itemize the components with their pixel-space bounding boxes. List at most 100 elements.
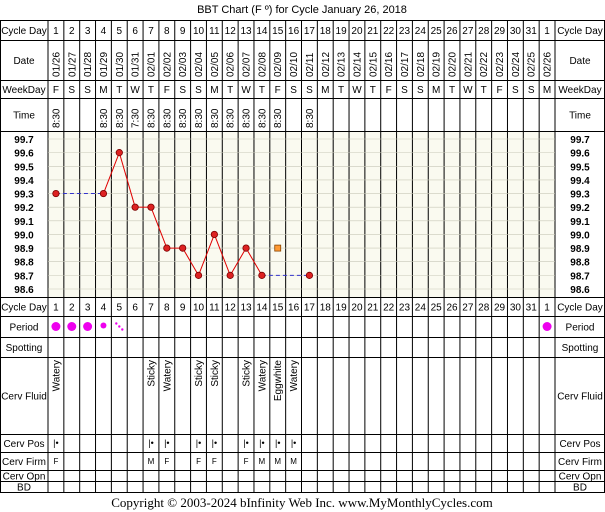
row-label-time: Time <box>13 111 35 122</box>
cycle-day-number: 10 <box>193 303 205 314</box>
cerv-firm-letter: F <box>164 457 169 466</box>
cycle-day-number: 8 <box>164 26 170 37</box>
time-label: 8:30 <box>305 108 316 128</box>
y-tick-label-left: 99.7 <box>14 135 34 146</box>
date-label: 02/11 <box>305 52 316 77</box>
time-label: 8:30 <box>194 108 205 128</box>
date-label: 01/29 <box>99 52 110 77</box>
temp-point <box>179 244 187 252</box>
row-label-cerv_opn: Cerv Opn <box>3 472 46 483</box>
cycle-day-number: 5 <box>117 26 123 37</box>
row-label-cerv_opn-right: Cerv Opn <box>559 472 602 483</box>
cycle-day-number: 11 <box>209 26 220 37</box>
cycle-day-number: 17 <box>304 303 316 314</box>
cycle-day-number: 5 <box>117 303 123 314</box>
y-tick-label-left: 99.0 <box>14 230 34 241</box>
date-label: 02/08 <box>257 52 268 77</box>
date-label: 02/14 <box>352 52 363 77</box>
temp-line-segment <box>150 207 168 249</box>
cycle-day-number: 26 <box>446 26 458 37</box>
row-label-cycle_day: Cycle Day <box>1 303 47 314</box>
time-label: 8:30 <box>99 108 110 128</box>
cycle-day-number: 7 <box>148 303 154 314</box>
weekday-label: F <box>386 85 392 96</box>
y-tick-label-right: 99.7 <box>570 135 590 146</box>
weekday-label: T <box>481 85 487 96</box>
weekday-label: T <box>259 85 265 96</box>
weekday-label: M <box>321 85 329 96</box>
y-tick-label-left: 99.2 <box>14 203 34 214</box>
temp-point <box>242 244 250 252</box>
table-cells: 1101/26F8:30Watery|•F2201/27S3301/28S440… <box>51 26 554 466</box>
period-heavy-dot <box>542 322 552 331</box>
cerv-pos-symbol: |• <box>164 438 170 448</box>
temp-point <box>194 271 203 279</box>
weekday-label: F <box>275 85 281 96</box>
chart-title: BBT Chart (F º) for Cycle January 26, 20… <box>197 4 407 16</box>
y-tick-label-right: 98.7 <box>570 271 590 282</box>
time-label: 8:30 <box>257 108 268 128</box>
cycle-day-number: 28 <box>478 303 490 314</box>
cycle-day-number: 26 <box>446 303 458 314</box>
cycle-day-number: 25 <box>431 26 443 37</box>
y-tick-label-left: 98.9 <box>14 244 34 255</box>
cerv-firm-letter: F <box>196 457 201 466</box>
temp-point <box>210 230 218 239</box>
weekday-label: S <box>68 85 75 96</box>
cycle-day-number: 4 <box>101 26 107 37</box>
cycle-day-number: 1 <box>544 303 550 314</box>
weekday-label: M <box>210 85 218 96</box>
y-tick-label-right: 98.8 <box>570 258 590 269</box>
cycle-day-number: 11 <box>209 303 220 314</box>
date-label: 02/10 <box>289 52 300 77</box>
cycle-day-number: 16 <box>288 26 300 37</box>
cerv-firm-letter: F <box>244 457 249 466</box>
y-axis-ticks: 99.7 99.7 99.6 99.6 99.5 99.5 99.4 99.4 99.3 99.3… <box>14 135 590 296</box>
weekday-label: W <box>130 85 140 96</box>
row-label-spotting-right: Spotting <box>562 343 599 354</box>
cycle-day-number: 14 <box>256 303 268 314</box>
cycle-day-number: 24 <box>415 26 427 37</box>
y-tick-label-right: 99.0 <box>570 230 590 241</box>
row-label-cerv_fluid: Cerv Fluid <box>1 392 47 403</box>
y-tick-label-right: 99.6 <box>570 149 590 160</box>
cerv-fluid-label: Sticky <box>194 360 205 387</box>
period-heavy-dot <box>67 322 77 331</box>
temp-point <box>226 271 234 279</box>
y-tick-label-left: 98.8 <box>14 258 34 269</box>
weekday-label: S <box>401 85 408 96</box>
y-tick-label-right: 99.4 <box>570 176 590 187</box>
cycle-day-number: 4 <box>101 303 107 314</box>
date-label: 01/31 <box>131 52 142 77</box>
date-label: 02/13 <box>337 52 348 77</box>
date-label: 02/22 <box>479 52 490 77</box>
cerv-pos-symbol: |• <box>53 438 59 448</box>
row-label-date: Date <box>13 56 35 67</box>
weekday-label: T <box>370 85 376 96</box>
grid-lines <box>0 20 605 493</box>
weekday-label: F <box>53 85 59 96</box>
cerv-fluid-label: Sticky <box>210 360 221 387</box>
cycle-day-number: 15 <box>272 26 284 37</box>
cycle-day-number: 14 <box>256 26 268 37</box>
cycle-day-number: 19 <box>336 303 348 314</box>
date-label: 02/03 <box>178 52 189 77</box>
date-label: 01/28 <box>83 52 94 77</box>
cycle-day-number: 1 <box>544 26 550 37</box>
cycle-day-number: 16 <box>288 303 300 314</box>
date-label: 02/23 <box>495 52 506 77</box>
cycle-day-number: 10 <box>193 26 205 37</box>
time-label: 8:30 <box>178 108 189 128</box>
cycle-day-number: 31 <box>526 303 538 314</box>
cerv-pos-symbol: |• <box>148 438 154 448</box>
period-spot-dot <box>118 325 121 328</box>
cerv-fluid-label: Watery <box>289 360 300 391</box>
time-label: 8:30 <box>210 108 221 128</box>
weekday-label: T <box>148 85 154 96</box>
row-label-cycle_day-right: Cycle Day <box>557 303 603 314</box>
weekday-label: T <box>116 85 122 96</box>
cycle-day-number: 21 <box>367 303 379 314</box>
cycle-day-number: 29 <box>494 303 506 314</box>
temp-point <box>99 189 108 198</box>
date-label: 02/18 <box>416 52 427 77</box>
